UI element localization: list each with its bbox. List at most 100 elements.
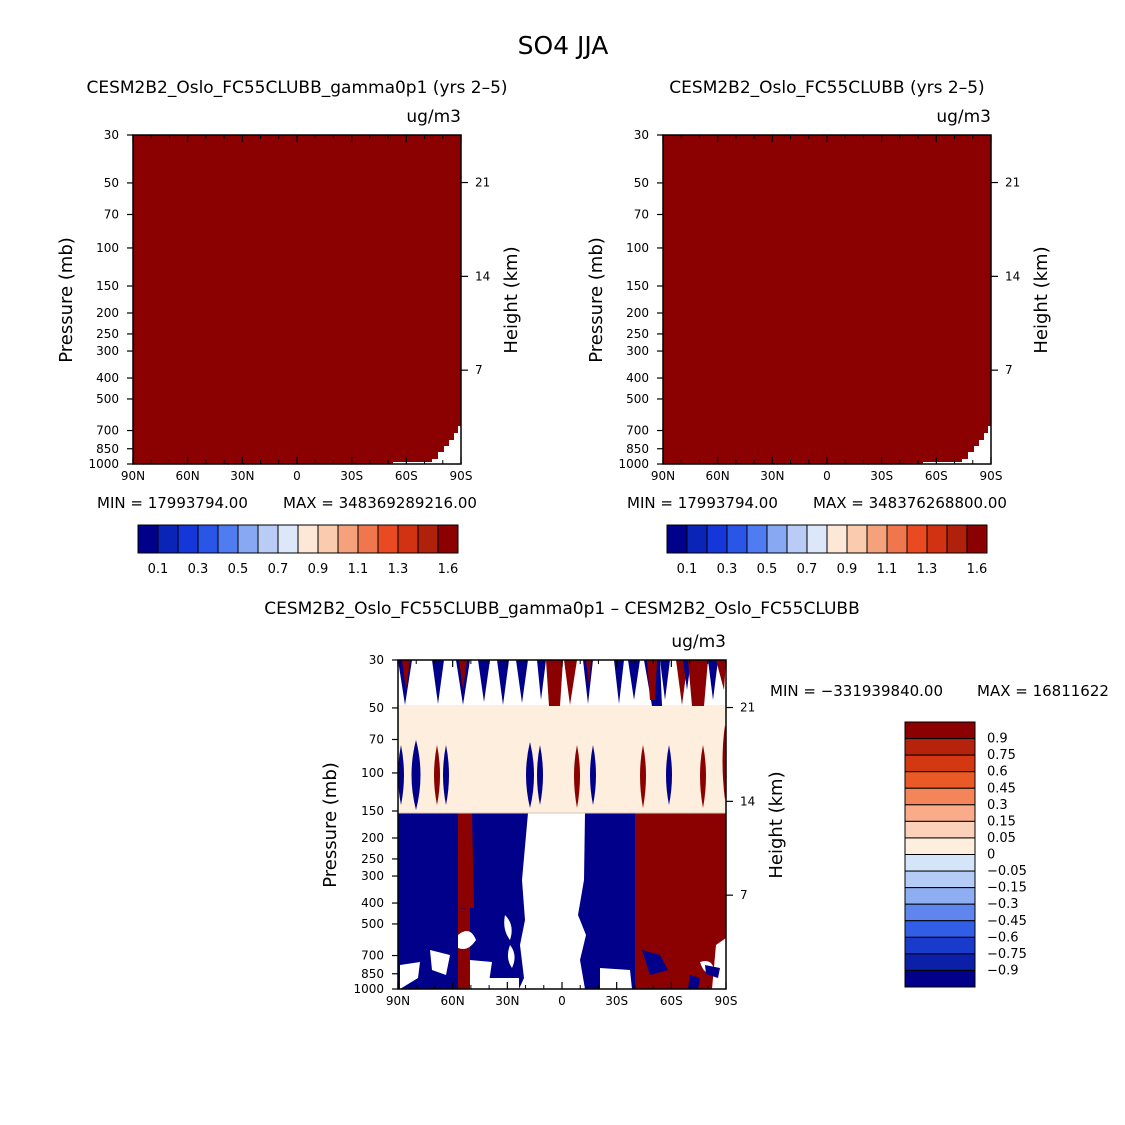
colorbar-swatch <box>297 524 319 554</box>
x-tick-label: 90S <box>450 469 473 483</box>
panel-difference-x-axis: 90N 60N 30N 0 30S 60S 90S <box>386 660 737 1008</box>
colorbar-label: −0.3 <box>987 897 1019 912</box>
panel-control-white-corner <box>923 426 991 464</box>
diff-near-zero-band <box>398 705 726 813</box>
height-tick-label: 14 <box>1005 269 1020 283</box>
colorbar-label: 0.1 <box>677 562 698 577</box>
colorbar-swatch <box>904 787 976 806</box>
y-tick-label: 1000 <box>353 982 384 996</box>
colorbar-swatch <box>397 524 419 554</box>
colorbar-swatch <box>357 524 379 554</box>
x-tick-label: 30S <box>870 469 893 483</box>
panel-difference-height-label: Height (km) <box>766 771 787 878</box>
diff-lens-neg <box>526 742 534 808</box>
panel-gamma0p1-white-corner <box>393 426 461 464</box>
panel-difference-colorbar: 0.90.75 0.60.45 0.30.15 0.05 0−0.05 −0.15−0.3… <box>904 721 1027 988</box>
y-tick-label: 850 <box>626 442 649 456</box>
diff-upper-spike-neg <box>583 660 593 704</box>
diff-trop-nh-neg <box>398 813 461 989</box>
colorbar-swatch <box>257 524 279 554</box>
x-tick-label: 60S <box>660 994 683 1008</box>
diff-trop-sh-edge <box>688 975 700 989</box>
colorbar-swatch <box>904 837 976 855</box>
panel-control-fill <box>663 135 991 464</box>
diff-lens-neg <box>537 745 543 805</box>
colorbar-swatch <box>686 524 708 554</box>
colorbar-swatch <box>177 524 199 554</box>
colorbar-swatch <box>904 738 976 756</box>
panel-difference-units: ug/m3 <box>671 632 726 652</box>
y-tick-label: 70 <box>369 732 384 746</box>
colorbar-swatch <box>237 524 259 554</box>
colorbar-label: −0.6 <box>987 930 1019 945</box>
y-tick-label: 100 <box>361 766 384 780</box>
y-tick-label: 500 <box>361 917 384 931</box>
y-tick-label: 700 <box>361 949 384 963</box>
diff-trop-white-blob <box>470 960 492 989</box>
y-tick-label: 700 <box>626 424 649 438</box>
panel-gamma0p1-title: CESM2B2_Oslo_FC55CLUBB_gamma0p1 (yrs 2–5… <box>86 78 507 98</box>
colorbar-swatch <box>746 524 768 554</box>
panel-control-colorbar: 0.1 0.3 0.5 0.7 0.9 1.1 1.3 1.6 <box>666 524 988 577</box>
y-tick-label: 150 <box>626 279 649 293</box>
colorbar-swatch <box>277 524 299 554</box>
colorbar-swatch <box>904 754 976 773</box>
panel-gamma0p1-height-axis: 21 14 7 <box>461 176 490 377</box>
diff-upper-spike-pos <box>459 660 467 690</box>
panel-control-ylabel: Pressure (mb) <box>586 237 607 363</box>
y-tick-label: 50 <box>369 701 384 715</box>
diff-upper-spike-neg <box>660 660 670 700</box>
colorbar-swatch <box>904 920 976 938</box>
colorbar-label: 1.3 <box>917 562 938 577</box>
x-tick-label: 90N <box>386 994 410 1008</box>
colorbar-swatch <box>966 524 988 554</box>
x-tick-label: 30N <box>495 994 519 1008</box>
diff-trop-white-blob <box>400 962 420 989</box>
diff-trop-white-blob <box>458 931 476 949</box>
height-tick-label: 21 <box>475 176 490 190</box>
colorbar-swatch <box>826 524 848 554</box>
x-tick-label: 60S <box>395 469 418 483</box>
panel-control-height-label: Height (km) <box>1031 246 1052 353</box>
colorbar-swatch <box>786 524 808 554</box>
panel-control-x-axis: 90N 60N 30N 0 30S 60S 90S <box>651 135 1002 483</box>
colorbar-swatch <box>726 524 748 554</box>
colorbar-swatch <box>866 524 888 554</box>
y-tick-label: 30 <box>104 128 119 142</box>
diff-upper-spike-neg <box>628 660 640 700</box>
y-tick-label: 400 <box>96 371 119 385</box>
y-tick-label: 300 <box>626 344 649 358</box>
panel-gamma0p1-field <box>133 135 461 464</box>
diff-lens-neg <box>411 740 421 810</box>
x-tick-label: 60N <box>176 469 200 483</box>
diff-trop-sh-neg <box>591 813 635 989</box>
y-tick-label: 400 <box>361 896 384 910</box>
panel-gamma0p1-ylabel: Pressure (mb) <box>56 237 77 363</box>
panel-gamma0p1-max: MAX = 348369289216.00 <box>283 494 477 512</box>
diff-lens-neg <box>590 745 596 805</box>
x-tick-label: 0 <box>823 469 831 483</box>
colorbar-label: 0.9 <box>837 562 858 577</box>
y-tick-label: 400 <box>626 371 649 385</box>
colorbar-swatch <box>766 524 788 554</box>
colorbar-label: 0.1 <box>148 562 169 577</box>
colorbar-swatch <box>904 820 976 839</box>
x-tick-label: 0 <box>558 994 566 1008</box>
colorbar-swatch <box>157 524 179 554</box>
colorbar-label: 1.6 <box>967 562 988 577</box>
diff-upper-spike-pos <box>564 660 577 705</box>
colorbar-swatch <box>417 524 439 554</box>
colorbar-label: −0.45 <box>987 914 1027 929</box>
diff-upper-spike-neg <box>497 660 509 705</box>
diff-lens-pos <box>722 725 726 800</box>
colorbar-label: 0.5 <box>757 562 778 577</box>
colorbar-swatch <box>906 524 928 554</box>
y-tick-label: 150 <box>361 804 384 818</box>
panel-difference-min: MIN = −331939840.00 <box>770 682 943 700</box>
diff-upper-spike-neg <box>537 660 546 700</box>
x-tick-label: 60N <box>441 994 465 1008</box>
panel-control-min: MIN = 17993794.00 <box>627 494 778 512</box>
diff-upper-spike-neg <box>516 660 528 703</box>
diff-lens-neg <box>666 745 672 805</box>
